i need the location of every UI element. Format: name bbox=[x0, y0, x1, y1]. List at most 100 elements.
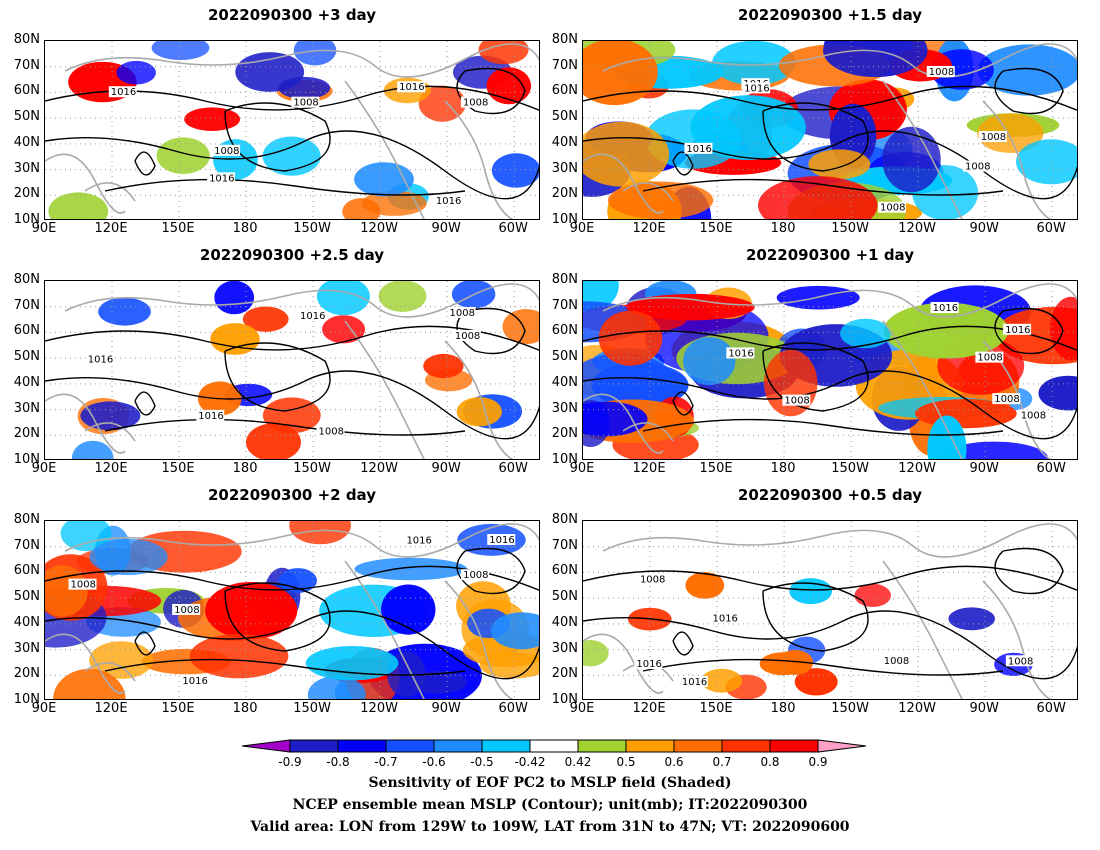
contour-label: 1016 bbox=[930, 302, 959, 314]
shaded-region bbox=[214, 281, 255, 315]
contour-label: 1016 bbox=[85, 353, 114, 365]
contour-label: 1016 bbox=[180, 674, 209, 687]
caption-line-3: Valid area: LON from 129W to 109W, LAT f… bbox=[250, 819, 850, 835]
svg-text:1008: 1008 bbox=[640, 574, 665, 585]
colorbar-swatch bbox=[289, 739, 339, 753]
x-tick-label: 90W bbox=[431, 221, 461, 236]
x-tick-label: 150E bbox=[161, 701, 195, 716]
mslp-contour bbox=[583, 130, 1077, 200]
y-tick-label: 70N bbox=[551, 537, 578, 553]
mslp-contour bbox=[642, 658, 1004, 676]
mslp-contour bbox=[583, 610, 1077, 680]
y-tick-label: 10N bbox=[551, 452, 578, 467]
map-panel: 1008 1016 1008 1016 1016 1008 bbox=[44, 280, 540, 460]
shaded-region bbox=[883, 302, 1009, 359]
contour-label: 1016 bbox=[196, 409, 225, 422]
mslp-contour bbox=[134, 391, 156, 416]
svg-text:1016: 1016 bbox=[728, 348, 753, 359]
contour-label: 1016 bbox=[108, 86, 137, 98]
svg-text:1016: 1016 bbox=[712, 614, 737, 625]
coastline bbox=[45, 283, 539, 459]
x-tick-label: 120E bbox=[94, 701, 128, 716]
shaded-region bbox=[242, 306, 289, 332]
mslp-contour bbox=[994, 67, 1064, 115]
svg-text:1008: 1008 bbox=[784, 396, 809, 407]
colorbar-swatch bbox=[625, 739, 675, 753]
contour-label: 1008 bbox=[992, 393, 1021, 405]
y-tick-label: 30N bbox=[551, 640, 578, 656]
x-tick-label: 60W bbox=[498, 221, 528, 236]
svg-text:1008: 1008 bbox=[965, 162, 990, 173]
svg-text:1016: 1016 bbox=[88, 354, 113, 365]
x-tick-label: 150W bbox=[831, 701, 869, 716]
shaded-region bbox=[293, 41, 337, 66]
x-tick-label: 150E bbox=[161, 461, 195, 476]
mslp-contour bbox=[672, 391, 694, 416]
y-tick-label: 80N bbox=[551, 272, 578, 287]
shaded-region bbox=[948, 607, 995, 631]
x-tick-label: 90W bbox=[969, 461, 999, 476]
x-tick-label: 180 bbox=[770, 461, 796, 476]
shaded-region bbox=[840, 318, 891, 349]
svg-text:1008: 1008 bbox=[994, 394, 1019, 405]
colorbar-tick-label: -0.9 bbox=[278, 755, 302, 769]
shaded-region bbox=[98, 297, 151, 326]
svg-text:1008: 1008 bbox=[929, 67, 954, 78]
coastline bbox=[583, 43, 1077, 219]
x-tick-label: 120W bbox=[360, 221, 398, 236]
svg-text:1008: 1008 bbox=[981, 132, 1006, 143]
svg-text:1016: 1016 bbox=[489, 535, 514, 546]
y-tick-label: 80N bbox=[551, 512, 578, 527]
y-tick-label: 30N bbox=[13, 160, 40, 176]
shaded-region bbox=[502, 309, 539, 345]
y-tick-label: 20N bbox=[551, 666, 578, 682]
x-tick-label: 90E bbox=[569, 461, 595, 476]
contour-label: 1008 bbox=[68, 578, 97, 591]
svg-text:1016: 1016 bbox=[436, 196, 461, 207]
shaded-region bbox=[591, 362, 689, 408]
contour-label: 1008 bbox=[1018, 409, 1047, 421]
y-tick-label: 40N bbox=[13, 374, 40, 390]
y-tick-label: 80N bbox=[13, 512, 40, 527]
contour-label: 1016 bbox=[684, 142, 713, 155]
shaded-region bbox=[189, 633, 289, 679]
svg-text:1008: 1008 bbox=[884, 656, 909, 667]
y-tick-label: 50N bbox=[13, 589, 40, 605]
svg-text:1008: 1008 bbox=[1021, 410, 1046, 421]
shaded-region bbox=[583, 41, 658, 106]
svg-text:1016: 1016 bbox=[1005, 325, 1030, 336]
mslp-contour bbox=[762, 582, 869, 652]
x-tick-label: 150W bbox=[293, 701, 331, 716]
shaded-region bbox=[89, 538, 168, 576]
shaded-region bbox=[583, 401, 648, 437]
svg-text:1016: 1016 bbox=[111, 87, 136, 98]
colorbar-swatch bbox=[433, 739, 483, 753]
y-tick-label: 80N bbox=[13, 32, 40, 47]
contour-label: 1008 bbox=[975, 351, 1004, 364]
contour-label: 1016 bbox=[634, 658, 663, 670]
contour-label: 1008 bbox=[316, 425, 345, 437]
shaded-region bbox=[48, 192, 109, 219]
shaded-region bbox=[794, 668, 838, 696]
y-tick-label: 60N bbox=[13, 563, 40, 579]
shaded-region bbox=[683, 337, 736, 386]
svg-text:1008: 1008 bbox=[450, 308, 475, 319]
x-tick-label: 60W bbox=[498, 461, 528, 476]
y-tick-label: 10N bbox=[551, 692, 578, 707]
x-tick-label: 90W bbox=[431, 461, 461, 476]
map-panel: 1008 1016 1008 1016 1016 1008 bbox=[44, 520, 540, 700]
x-tick-label: 120W bbox=[360, 461, 398, 476]
shaded-region bbox=[776, 650, 814, 675]
panel-title: 2022090300 +1.5 day bbox=[737, 6, 923, 24]
shaded-region bbox=[71, 440, 114, 459]
contour-label: 1016 bbox=[487, 533, 516, 546]
x-tick-label: 150E bbox=[161, 221, 195, 236]
shaded-region bbox=[977, 44, 1077, 96]
shaded-region bbox=[789, 578, 833, 605]
contour-label: 1008 bbox=[447, 307, 476, 319]
mslp-contour bbox=[762, 102, 869, 172]
colorbar-tick-label: 0.8 bbox=[760, 755, 780, 769]
y-tick-label: 70N bbox=[551, 57, 578, 73]
mslp-contour bbox=[456, 547, 526, 595]
shaded-region bbox=[1050, 296, 1077, 361]
